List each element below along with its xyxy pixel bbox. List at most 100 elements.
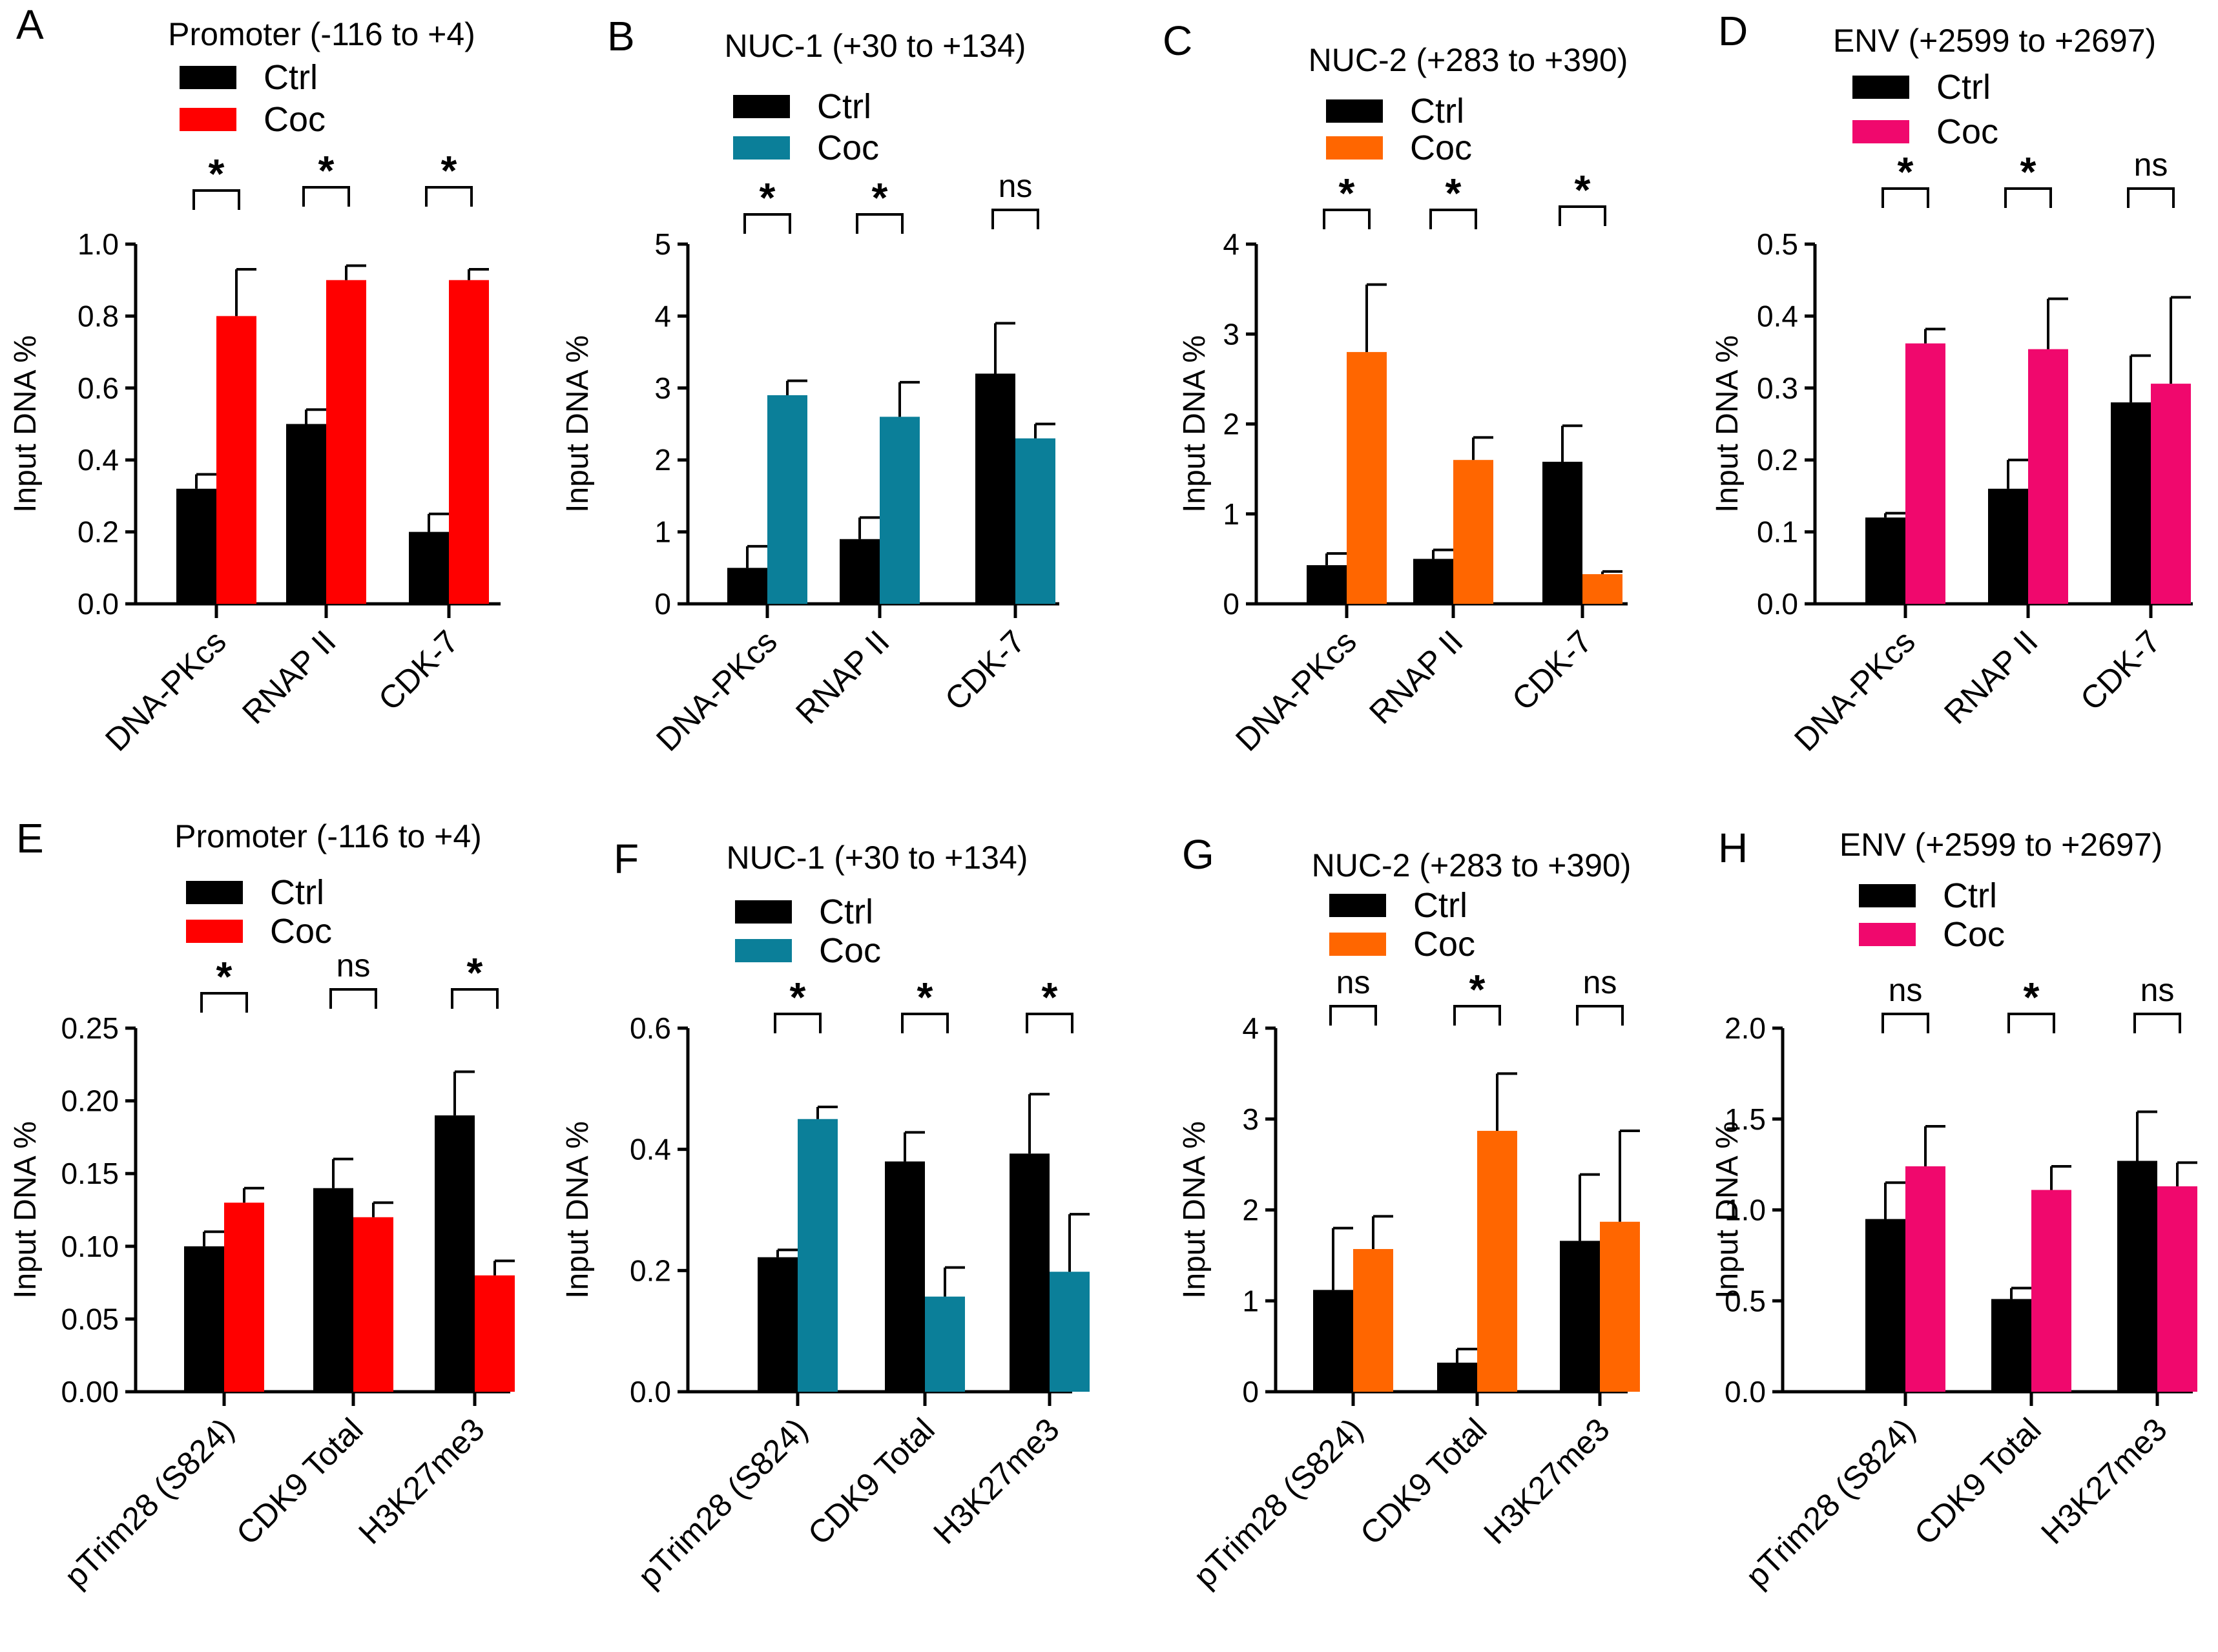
bar-ctrl-0 — [758, 1257, 798, 1392]
bar-ctrl-2 — [2111, 402, 2151, 604]
x-category-label: pTrim28 (S824) — [57, 1411, 241, 1595]
y-tick-label: 0.0 — [78, 587, 119, 621]
significance-label: * — [216, 953, 233, 1000]
significance-label: ns — [1889, 972, 1923, 1008]
panel-letter: G — [1182, 831, 1214, 878]
significance-bracket — [1559, 205, 1606, 226]
bar-ctrl-2 — [1010, 1153, 1050, 1392]
significance-bracket — [2127, 187, 2175, 208]
bar-ctrl-1 — [1413, 559, 1453, 604]
bar-ctrl-2 — [2117, 1161, 2157, 1392]
panel-title: ENV (+2599 to +2697) — [1833, 23, 2156, 59]
legend-label-coc: Coc — [1413, 925, 1475, 964]
x-category-label: CDK9 Total — [229, 1411, 370, 1552]
legend-swatch-coc — [186, 920, 243, 943]
significance-label: * — [1898, 149, 1914, 195]
x-category-label: CDK-7 — [371, 623, 466, 718]
x-category-label: pTrim28 (S824) — [1739, 1411, 1922, 1595]
bar-coc-0 — [767, 395, 807, 604]
legend-swatch-ctrl — [735, 900, 792, 924]
y-tick-label: 0.5 — [1757, 227, 1798, 261]
legend-label-ctrl: Ctrl — [1936, 68, 1991, 107]
legend-swatch-ctrl — [180, 66, 236, 89]
bar-ctrl-1 — [885, 1161, 925, 1392]
legend-swatch-coc — [1859, 923, 1916, 946]
panel-title: Promoter (-116 to +4) — [168, 16, 475, 52]
significance-bracket — [991, 209, 1039, 229]
legend-label-ctrl: Ctrl — [817, 87, 871, 126]
legend-swatch-coc — [180, 108, 236, 131]
y-tick-label: 4 — [1223, 227, 1239, 261]
significance-label: * — [872, 174, 888, 221]
y-tick-label: 0.6 — [630, 1011, 671, 1045]
significance-bracket — [1323, 209, 1371, 229]
significance-bracket — [192, 189, 240, 210]
bar-coc-0 — [1353, 1249, 1393, 1392]
bar-ctrl-0 — [1313, 1290, 1353, 1392]
bar-coc-0 — [1347, 352, 1387, 604]
bar-ctrl-2 — [1560, 1241, 1600, 1392]
y-tick-label: 1.5 — [1725, 1102, 1766, 1136]
x-category-label: H3K27me3 — [351, 1411, 491, 1551]
bar-coc-0 — [1905, 1166, 1945, 1392]
bar-coc-0 — [1905, 343, 1945, 604]
significance-label: * — [1042, 974, 1058, 1020]
significance-bracket — [425, 186, 473, 207]
legend-swatch-coc — [1326, 136, 1383, 160]
bar-ctrl-0 — [1865, 517, 1905, 604]
significance-label: * — [760, 174, 776, 221]
significance-bracket — [856, 213, 904, 234]
significance-bracket — [2004, 187, 2052, 208]
y-tick-label: 1.0 — [78, 227, 119, 261]
panel-letter: D — [1718, 8, 1748, 54]
legend-label-coc: Coc — [270, 912, 332, 951]
significance-label: * — [790, 974, 806, 1020]
bar-coc-1 — [2031, 1190, 2071, 1392]
bar-coc-0 — [798, 1119, 838, 1392]
x-category-label: DNA-PKcs — [1228, 623, 1363, 758]
y-tick-label: 0.20 — [61, 1084, 119, 1118]
y-axis-label: Input DNA % — [8, 1121, 43, 1299]
bar-ctrl-1 — [1991, 1299, 2031, 1392]
legend-swatch-ctrl — [1326, 99, 1383, 123]
y-tick-label: 0.15 — [61, 1157, 119, 1190]
legend-label-coc: Coc — [817, 129, 879, 167]
x-category-label: DNA-PKcs — [98, 623, 233, 758]
y-axis-label: Input DNA % — [561, 1121, 595, 1299]
y-tick-label: 5 — [654, 227, 671, 261]
significance-label: ns — [2134, 147, 2168, 183]
significance-bracket — [1453, 1005, 1501, 1026]
panel-letter: B — [607, 13, 635, 59]
y-axis-label: Input DNA % — [1177, 1121, 1212, 1299]
significance-label: ns — [1583, 964, 1617, 1000]
y-tick-label: 1 — [654, 515, 671, 549]
panel-title: ENV (+2599 to +2697) — [1840, 827, 2162, 863]
significance-bracket — [774, 1013, 822, 1033]
legend-label-ctrl: Ctrl — [1410, 92, 1464, 130]
significance-bracket — [1881, 187, 1929, 208]
x-category-label: RNAP II — [235, 623, 343, 731]
significance-bracket — [2133, 1013, 2181, 1033]
y-tick-label: 0.05 — [61, 1302, 119, 1336]
y-tick-label: 1 — [1242, 1284, 1259, 1317]
y-tick-label: 0 — [654, 587, 671, 621]
y-tick-label: 0.3 — [1757, 371, 1798, 405]
y-axis-label: Input DNA % — [561, 335, 595, 513]
x-category-label: pTrim28 (S824) — [631, 1411, 814, 1595]
bar-ctrl-2 — [1542, 461, 1582, 604]
legend-label-coc: Coc — [1943, 915, 2005, 954]
y-axis-label: Input DNA % — [1710, 335, 1745, 513]
significance-label: ns — [2140, 972, 2175, 1008]
bar-coc-1 — [1477, 1131, 1517, 1392]
bar-ctrl-0 — [176, 488, 216, 604]
panel-d: D ENV (+2599 to +2697) Ctrl Coc 0.0 0.1 0.2 0.3… — [1710, 8, 2193, 758]
y-tick-label: 0.0 — [630, 1375, 671, 1409]
y-tick-label: 4 — [1242, 1011, 1259, 1045]
